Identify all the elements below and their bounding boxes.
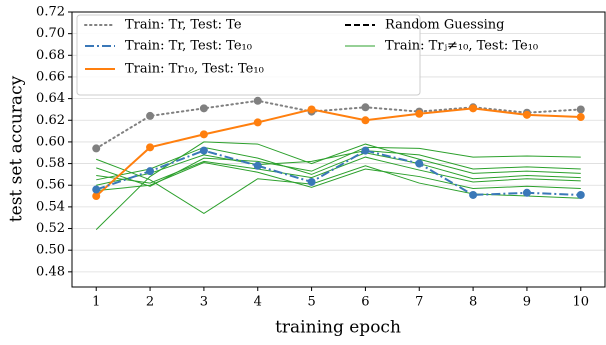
x-tick-label: 6: [361, 295, 369, 310]
legend-label: Train: Tr₁₀, Test: Te₁₀: [125, 62, 264, 77]
x-tick-label: 4: [254, 295, 262, 310]
series-line: [95, 99, 582, 150]
marker: [92, 192, 101, 201]
y-tick-label: 0.60: [36, 134, 65, 149]
marker: [253, 96, 262, 105]
marker: [361, 146, 370, 155]
marker: [361, 103, 370, 112]
legend-label: Random Guessing: [385, 18, 504, 33]
marker: [199, 104, 208, 113]
x-tick-label: 3: [200, 295, 208, 310]
series-line: [95, 141, 581, 230]
y-tick-label: 0.54: [36, 199, 65, 214]
marker: [199, 146, 208, 155]
marker: [576, 105, 585, 114]
marker: [576, 190, 585, 199]
series-line: [96, 146, 581, 181]
y-tick-label: 0.58: [36, 156, 65, 171]
series-line: [96, 161, 581, 192]
plot-frame: [71, 11, 606, 288]
marker: [146, 167, 155, 176]
legend-label: Train: Trⱼ≠₁₀, Test: Te₁₀: [385, 39, 538, 54]
marker: [522, 110, 531, 119]
x-tick-label: 1: [92, 295, 100, 310]
legend-label: Train: Tr, Test: Te₁₀: [125, 39, 252, 54]
x-tick-label: 2: [146, 295, 154, 310]
y-tick-label: 0.70: [36, 26, 65, 41]
marker: [253, 161, 262, 170]
marker: [146, 143, 155, 152]
marker: [361, 116, 370, 125]
marker: [469, 190, 478, 199]
y-tick-label: 0.66: [36, 69, 65, 84]
series-line: [95, 107, 581, 197]
series-line: [95, 149, 581, 196]
marker: [92, 144, 101, 153]
y-tick-label: 0.48: [36, 264, 65, 279]
x-tick-label: 7: [415, 295, 423, 310]
marker: [469, 104, 478, 113]
x-tick-label: 9: [523, 295, 531, 310]
x-tick-label: 5: [307, 295, 315, 310]
marker: [522, 188, 531, 197]
y-axis-label: test set accuracy: [7, 75, 27, 222]
legend-label: Train: Tr, Test: Te: [125, 18, 242, 33]
y-tick-label: 0.68: [36, 48, 65, 63]
legend-box: [76, 14, 421, 96]
y-tick-label: 0.64: [36, 91, 65, 106]
marker: [92, 185, 101, 194]
marker: [415, 109, 424, 118]
y-tick-label: 0.50: [36, 243, 65, 258]
series-line: [96, 158, 581, 214]
series-line: [96, 150, 581, 186]
x-axis-label: training epoch: [275, 318, 401, 338]
marker: [576, 113, 585, 122]
y-tick-label: 0.62: [36, 113, 65, 128]
marker: [199, 130, 208, 139]
x-tick-label: 8: [469, 295, 477, 310]
marker: [307, 177, 316, 186]
y-tick-label: 0.72: [36, 5, 65, 20]
marker: [146, 111, 155, 120]
marker: [307, 105, 316, 114]
marker: [253, 118, 262, 127]
x-tick-label: 10: [572, 295, 589, 310]
y-tick-label: 0.56: [36, 178, 65, 193]
y-tick-label: 0.52: [36, 221, 65, 236]
marker: [415, 159, 424, 168]
